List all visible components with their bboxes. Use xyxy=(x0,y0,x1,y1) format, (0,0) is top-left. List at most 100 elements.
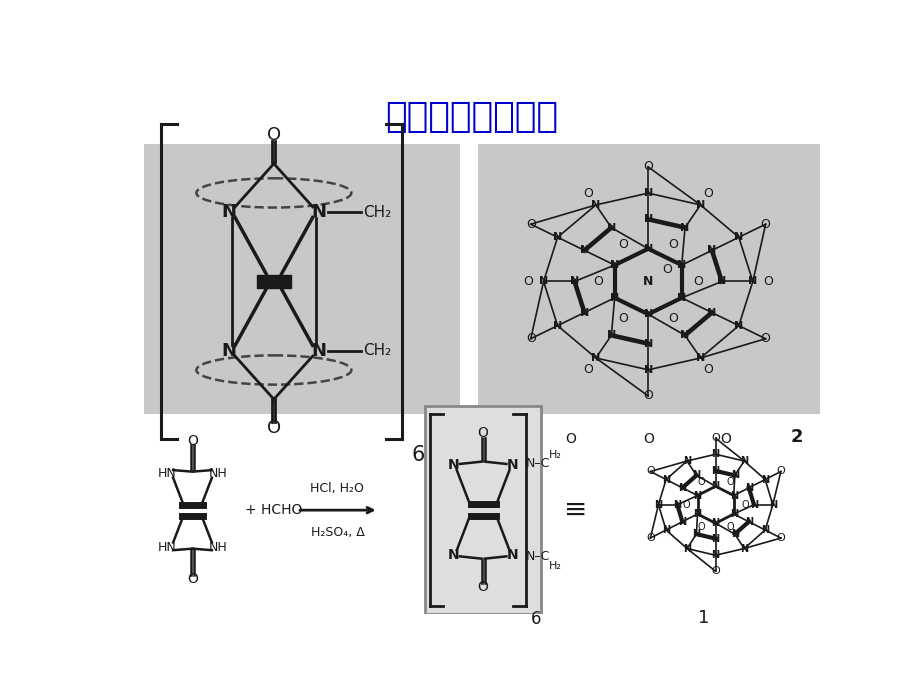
Text: O: O xyxy=(645,466,654,477)
Text: O: O xyxy=(760,217,770,230)
Text: NH: NH xyxy=(209,540,227,553)
Text: 6: 6 xyxy=(530,610,540,629)
Text: 2: 2 xyxy=(790,428,802,446)
Text: N: N xyxy=(448,548,459,562)
Text: N: N xyxy=(673,500,681,510)
Text: N: N xyxy=(579,246,588,255)
Text: N: N xyxy=(744,483,752,493)
Text: O: O xyxy=(726,522,733,532)
Text: 葫芦脲类主体物质: 葫芦脲类主体物质 xyxy=(384,101,558,135)
Text: N: N xyxy=(707,246,716,255)
Text: O: O xyxy=(693,275,703,288)
Text: N: N xyxy=(680,223,689,233)
Text: O: O xyxy=(720,433,731,446)
Text: N: N xyxy=(643,244,652,254)
Text: N: N xyxy=(643,339,652,348)
Text: N: N xyxy=(749,500,757,510)
Text: N: N xyxy=(539,277,548,286)
Text: N: N xyxy=(591,200,600,210)
Text: O: O xyxy=(618,238,628,251)
Text: N: N xyxy=(662,475,669,484)
Text: O: O xyxy=(760,332,770,345)
Text: O: O xyxy=(710,566,720,576)
Text: N: N xyxy=(730,529,738,539)
Text: O: O xyxy=(776,466,785,477)
Text: O: O xyxy=(592,275,602,288)
Text: O: O xyxy=(726,477,733,487)
Text: HCl, H₂O: HCl, H₂O xyxy=(310,482,364,495)
Text: N: N xyxy=(695,200,704,210)
Text: HN: HN xyxy=(157,540,176,553)
Text: O: O xyxy=(477,426,488,440)
Text: N: N xyxy=(506,548,517,562)
Text: N: N xyxy=(607,331,616,340)
Text: N: N xyxy=(311,342,326,359)
Text: O: O xyxy=(682,500,689,510)
Text: N: N xyxy=(693,491,701,500)
Text: O: O xyxy=(267,419,280,437)
Text: N: N xyxy=(707,308,716,317)
Text: N: N xyxy=(607,223,616,233)
Text: N: N xyxy=(729,491,737,500)
Text: N: N xyxy=(733,233,743,242)
Text: O: O xyxy=(697,522,704,532)
Text: N: N xyxy=(710,550,719,560)
Text: O: O xyxy=(702,363,712,376)
Text: N: N xyxy=(643,309,652,319)
Text: N: N xyxy=(677,483,686,493)
Text: HN: HN xyxy=(157,466,176,480)
Text: O: O xyxy=(642,160,652,173)
Text: N: N xyxy=(642,275,652,288)
Text: O: O xyxy=(702,187,712,200)
Text: O: O xyxy=(477,580,488,594)
Text: N: N xyxy=(710,482,719,491)
Text: O: O xyxy=(583,187,593,200)
Text: O: O xyxy=(583,363,593,376)
Text: N: N xyxy=(747,277,756,286)
Text: O: O xyxy=(526,332,535,345)
Bar xyxy=(477,144,820,414)
Bar xyxy=(425,406,540,614)
Text: O: O xyxy=(741,500,748,510)
Text: O: O xyxy=(564,433,575,446)
Text: N: N xyxy=(682,544,690,553)
Text: N: N xyxy=(729,509,737,519)
Text: O: O xyxy=(763,275,773,288)
Text: O: O xyxy=(526,217,535,230)
Text: N: N xyxy=(676,260,686,270)
Text: H₂: H₂ xyxy=(549,450,562,460)
Text: N: N xyxy=(506,458,517,473)
Text: O: O xyxy=(662,264,672,277)
Text: N: N xyxy=(733,321,743,331)
Text: H₂SO₄, Δ: H₂SO₄, Δ xyxy=(311,526,364,539)
Text: N: N xyxy=(680,331,689,340)
Text: N: N xyxy=(695,353,704,363)
Text: N: N xyxy=(760,475,768,484)
Text: ≡: ≡ xyxy=(564,496,587,524)
Text: N: N xyxy=(221,203,236,221)
Text: O: O xyxy=(642,389,652,402)
Text: NH: NH xyxy=(209,466,227,480)
Text: N: N xyxy=(552,233,562,242)
Text: 1: 1 xyxy=(698,609,709,627)
Text: N: N xyxy=(710,518,719,529)
Text: N: N xyxy=(677,517,686,526)
Text: CH₂: CH₂ xyxy=(363,343,391,358)
Text: N: N xyxy=(643,215,652,224)
Text: N: N xyxy=(710,449,719,460)
Text: N: N xyxy=(579,308,588,317)
Text: N: N xyxy=(693,509,701,519)
Text: O: O xyxy=(267,126,280,144)
Text: N: N xyxy=(730,471,738,480)
Text: N: N xyxy=(570,277,579,286)
Text: + HCHO: + HCHO xyxy=(245,503,302,517)
Text: N–C: N–C xyxy=(525,550,550,563)
Text: CH₂: CH₂ xyxy=(363,205,391,219)
Text: N: N xyxy=(609,260,618,270)
Text: N: N xyxy=(643,365,652,375)
Text: O: O xyxy=(710,433,720,443)
Text: N: N xyxy=(692,529,699,539)
Text: O: O xyxy=(187,434,198,448)
Text: N: N xyxy=(448,458,459,473)
Text: N–C: N–C xyxy=(525,457,550,471)
